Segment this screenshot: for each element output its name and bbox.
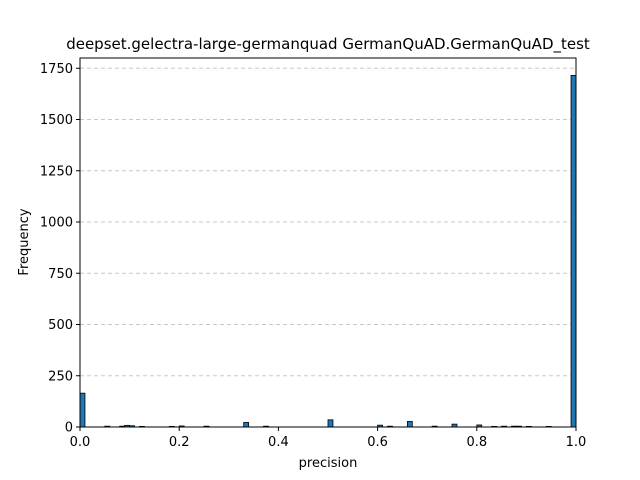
y-gridlines	[80, 67, 576, 377]
x-axis-label: precision	[299, 456, 358, 471]
y-axis-ticks: 0 250 500 750 1000 1250 1500 1750	[40, 62, 80, 436]
y-tick-label: 750	[48, 267, 73, 282]
x-axis-ticks: 0.0 0.2 0.4 0.6 0.8 1.0	[70, 427, 587, 450]
histogram-bar	[570, 75, 577, 428]
y-tick-label: 1750	[40, 62, 73, 77]
x-tick-label: 1.0	[566, 435, 587, 450]
plot-frame	[79, 57, 577, 428]
x-tick-label: 0.8	[466, 435, 487, 450]
histogram-bars	[79, 75, 577, 428]
y-tick-label: 1500	[40, 113, 73, 128]
y-tick-label: 250	[48, 369, 73, 384]
x-tick-label: 0.6	[367, 435, 388, 450]
y-tick-label: 0	[65, 421, 73, 436]
x-tick-label: 0.2	[169, 435, 190, 450]
y-axis-label: Frequency	[17, 208, 32, 275]
y-tick-label: 1000	[40, 216, 73, 231]
chart-title: deepset.gelectra-large-germanquad German…	[66, 35, 590, 54]
x-tick-label: 0.4	[268, 435, 289, 450]
histogram-bar	[243, 422, 250, 428]
y-tick-label: 1250	[40, 164, 73, 179]
histogram-bar	[406, 421, 413, 428]
x-tick-label: 0.0	[70, 435, 91, 450]
histogram-bar	[79, 392, 86, 428]
histogram-bar	[327, 419, 334, 428]
y-tick-label: 500	[48, 318, 73, 333]
